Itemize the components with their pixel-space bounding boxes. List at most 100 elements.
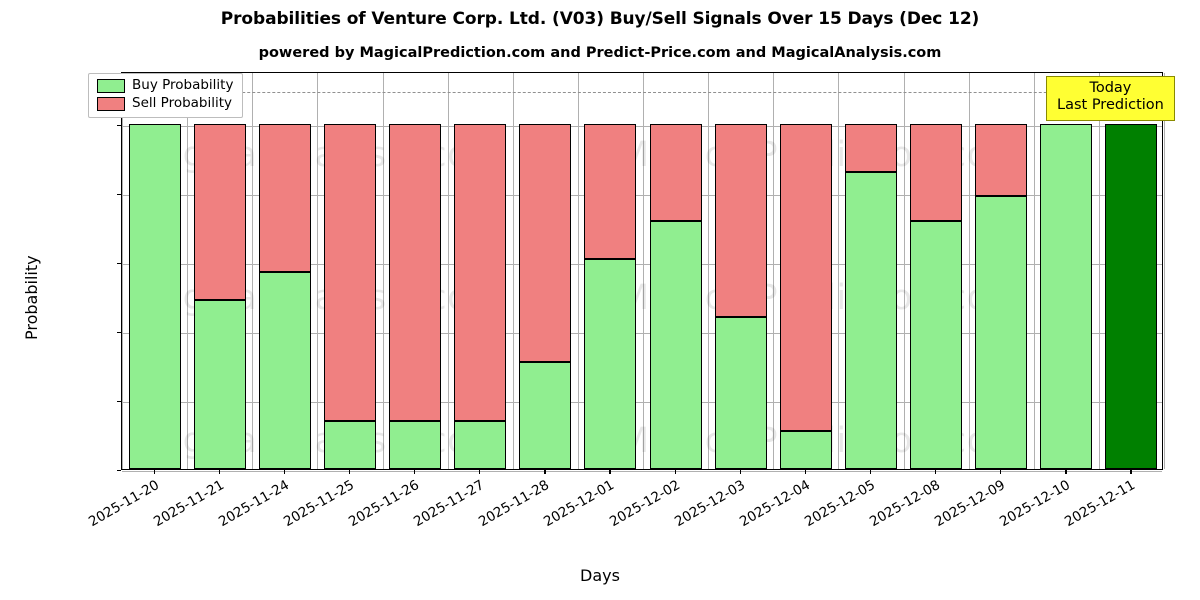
legend-item-sell: Sell Probability: [97, 97, 233, 111]
gridline-h-0: [122, 471, 1162, 472]
today-annotation-line1: Today: [1089, 80, 1132, 96]
x-tick-mark-2025-11-24: [283, 470, 285, 474]
gridline-v-10: [773, 73, 774, 469]
gridline-v-16: [1164, 73, 1165, 469]
x-axis-label: Days: [580, 566, 620, 585]
bar-segment-buy: [323, 420, 376, 469]
y-axis-label: Probability: [22, 255, 41, 340]
bar-2025-11-26[interactable]: [389, 124, 442, 469]
gridline-v-8: [643, 73, 644, 469]
y-tick-mark-40: [117, 332, 121, 334]
bar-segment-buy: [258, 272, 311, 469]
x-tick-label-2025-12-03: 2025-12-03: [671, 477, 748, 531]
bar-segment-sell: [323, 124, 376, 421]
x-tick-label-2025-11-25: 2025-11-25: [280, 477, 357, 531]
x-tick-label-2025-11-20: 2025-11-20: [85, 477, 162, 531]
bar-segment-buy: [519, 362, 572, 469]
bar-2025-11-25[interactable]: [323, 124, 376, 469]
x-tick-mark-2025-12-01: [609, 470, 611, 474]
x-tick-label-2025-11-24: 2025-11-24: [215, 477, 292, 531]
bar-segment-buy: [584, 258, 637, 469]
bar-segment-buy: [193, 299, 246, 469]
bar-segment-sell: [779, 124, 832, 432]
bar-2025-11-20[interactable]: [128, 124, 181, 469]
bar-segment-today: [1105, 124, 1158, 469]
x-tick-label-2025-12-01: 2025-12-01: [541, 477, 618, 531]
bar-segment-sell: [910, 124, 963, 221]
bar-segment-sell: [844, 124, 897, 173]
x-tick-label-2025-11-21: 2025-11-21: [150, 477, 227, 531]
gridline-v-7: [578, 73, 579, 469]
bar-2025-12-08[interactable]: [910, 124, 963, 469]
bar-series-layer: [122, 73, 1162, 469]
plot-area: MagicalAnalysis.com MagicalAnalysis.com Ma…: [121, 72, 1165, 472]
bar-2025-12-03[interactable]: [714, 124, 767, 469]
x-tick-mark-2025-11-25: [348, 470, 351, 474]
x-tick-label-2025-12-08: 2025-12-08: [867, 477, 944, 531]
bar-2025-12-11[interactable]: [1105, 124, 1158, 469]
gridline-v-12: [904, 73, 905, 469]
x-tick-mark-2025-12-02: [674, 470, 676, 474]
bar-2025-11-21[interactable]: [193, 124, 246, 469]
gridline-v-9: [708, 73, 709, 469]
bar-segment-sell: [649, 124, 702, 221]
gridline-h-60: [122, 264, 1162, 265]
bar-2025-12-09[interactable]: [975, 124, 1028, 469]
bar-segment-sell: [258, 124, 311, 273]
x-tick-label-2025-12-11: 2025-12-11: [1062, 477, 1139, 531]
bar-segment-sell: [584, 124, 637, 259]
today-annotation-line2: Last Prediction: [1057, 97, 1164, 114]
gridline-h-80: [122, 195, 1162, 196]
gridline-v-1: [187, 73, 188, 469]
x-tick-label-2025-12-05: 2025-12-05: [801, 477, 878, 531]
gridline-v-3: [317, 73, 318, 469]
x-tick-mark-2025-11-21: [218, 470, 220, 474]
x-tick-label-2025-12-02: 2025-12-02: [606, 477, 683, 531]
bar-2025-12-05[interactable]: [844, 124, 897, 469]
bar-segment-buy: [1040, 124, 1093, 469]
bar-2025-11-28[interactable]: [519, 124, 572, 469]
bar-2025-11-27[interactable]: [454, 124, 507, 469]
bar-2025-12-02[interactable]: [649, 124, 702, 469]
x-tick-mark-2025-12-04: [804, 470, 806, 474]
gridline-v-14: [1034, 73, 1035, 469]
x-tick-mark-2025-12-09: [1000, 470, 1002, 474]
bar-segment-buy: [779, 431, 832, 469]
bar-segment-buy: [389, 420, 442, 469]
bar-segment-sell: [454, 124, 507, 421]
gridline-v-4: [383, 73, 384, 469]
bar-segment-sell: [975, 124, 1028, 197]
y-tick-mark-0: [117, 470, 121, 472]
x-tick-label-2025-12-04: 2025-12-04: [736, 477, 813, 531]
bar-2025-11-24[interactable]: [258, 124, 311, 469]
bar-2025-12-04[interactable]: [779, 124, 832, 469]
gridline-v-0: [122, 73, 123, 469]
x-tick-mark-2025-11-28: [544, 470, 546, 474]
bar-segment-buy: [910, 220, 963, 469]
gridline-v-13: [969, 73, 970, 469]
x-tick-mark-2025-12-11: [1130, 470, 1132, 474]
bar-segment-sell: [389, 124, 442, 421]
gridline-h-20: [122, 402, 1162, 403]
x-tick-mark-2025-12-03: [739, 470, 741, 474]
x-tick-mark-2025-12-05: [869, 470, 872, 474]
bar-segment-buy: [714, 317, 767, 469]
bar-2025-12-10[interactable]: [1040, 124, 1093, 469]
bar-segment-buy: [649, 220, 702, 469]
bar-segment-sell: [519, 124, 572, 363]
legend-swatch-buy: [97, 79, 125, 93]
bar-2025-12-01[interactable]: [584, 124, 637, 469]
x-tick-mark-2025-11-26: [414, 470, 416, 474]
gridline-v-15: [1099, 73, 1100, 469]
chart-subtitle: powered by MagicalPrediction.com and Pre…: [258, 45, 942, 61]
bar-segment-buy: [128, 124, 181, 469]
reference-line: [122, 92, 1162, 93]
legend-label-buy: Buy Probability: [132, 77, 234, 94]
today-annotation: Today Last Prediction: [1046, 76, 1175, 121]
legend-label-sell: Sell Probability: [132, 95, 233, 112]
chart-legend[interactable]: Buy Probability Sell Probability: [88, 73, 244, 118]
y-tick-mark-60: [117, 263, 121, 265]
legend-swatch-sell: [97, 97, 125, 111]
x-tick-mark-2025-11-20: [153, 470, 155, 474]
